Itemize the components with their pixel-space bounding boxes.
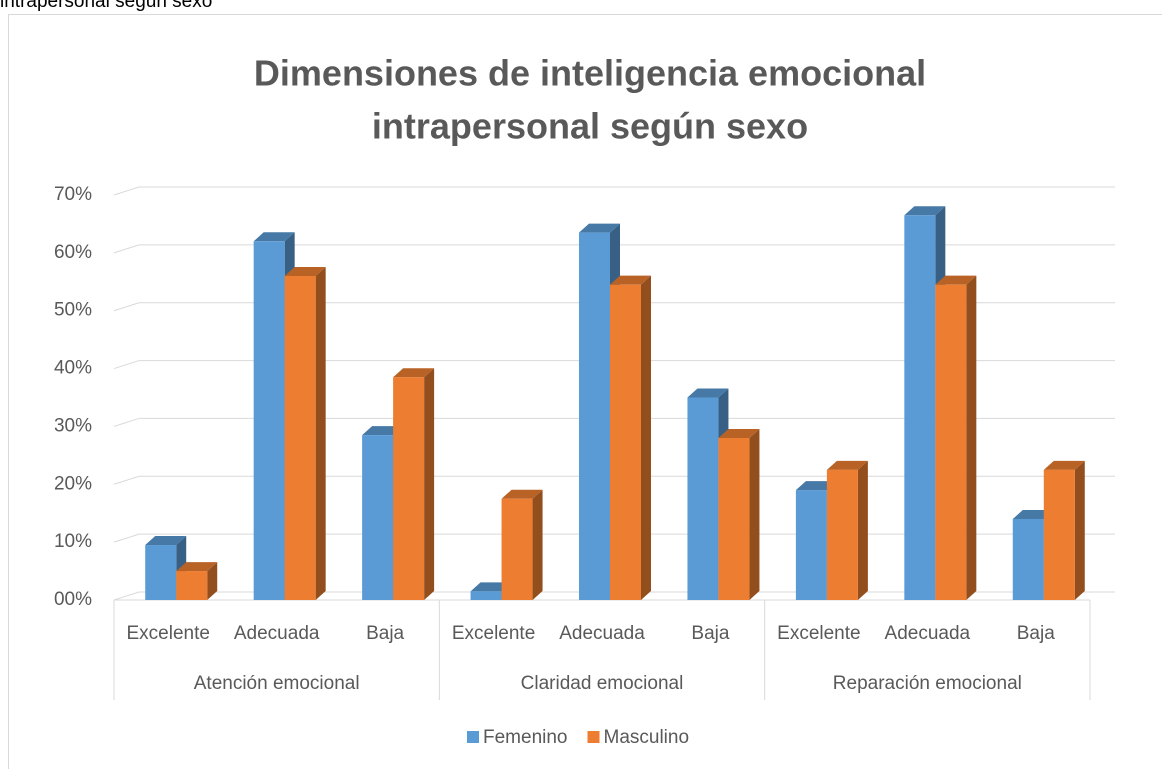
bar-face [1074, 460, 1085, 600]
bar [1043, 460, 1085, 600]
chart-title: intrapersonal según sexo [372, 106, 808, 147]
legend-label: Femenino [483, 727, 568, 748]
bar-face [795, 481, 837, 491]
bar-face [145, 545, 177, 600]
x-tick-label: Adecuada [885, 623, 971, 644]
bar-face [501, 498, 533, 600]
bar [826, 460, 868, 600]
chart-title: Dimensiones de inteligencia emocional [254, 53, 926, 94]
bar-face [284, 276, 316, 600]
bar [935, 275, 977, 600]
bar-face [749, 429, 760, 600]
group-label: Atención emocional [194, 673, 360, 694]
bar-face [579, 232, 610, 600]
x-tick-label: Baja [1017, 623, 1055, 644]
bar-face [501, 489, 543, 499]
grid-line [113, 244, 140, 254]
x-tick-label: Adecuada [234, 623, 320, 644]
bar-face [579, 223, 620, 233]
bar-face [795, 490, 827, 600]
bar [610, 275, 651, 600]
grid-line [113, 591, 140, 601]
bar-face [1012, 510, 1054, 519]
y-tick-label: 20% [54, 473, 92, 494]
bar-face [904, 206, 946, 216]
x-tick-label: Excelente [126, 623, 209, 644]
bar-face [362, 426, 404, 436]
group-label: Claridad emocional [521, 673, 684, 694]
bar-face [362, 435, 394, 600]
y-tick-label: 40% [54, 358, 92, 379]
bar-face [857, 460, 868, 600]
x-tick-label: Baja [366, 623, 404, 644]
bar-face [687, 397, 719, 600]
x-tick-label: Baja [691, 623, 729, 644]
y-tick-label: 30% [54, 415, 92, 436]
bar-face [1043, 469, 1075, 600]
bar [718, 429, 760, 600]
bar [501, 489, 543, 600]
bar-face [284, 267, 326, 276]
bar-face [610, 284, 641, 600]
bar-face [145, 536, 187, 546]
bar-face [718, 438, 750, 600]
bar-face [253, 232, 295, 242]
grid-line [113, 360, 140, 370]
bar-face [176, 562, 218, 572]
bar [284, 267, 326, 600]
grid-line [113, 186, 140, 196]
bar-face [393, 368, 435, 378]
bar-face [207, 562, 218, 600]
grid-line [113, 533, 140, 543]
bar [393, 368, 435, 600]
x-tick-label: Adecuada [559, 623, 645, 644]
bar [176, 562, 218, 600]
bar-face [424, 368, 435, 600]
bar-face [826, 460, 868, 470]
bar-face [935, 284, 967, 600]
bar-face [826, 469, 858, 600]
chart-frame [8, 14, 1162, 769]
legend-swatch [467, 731, 479, 743]
legend-swatch [587, 731, 600, 743]
bar-face [718, 429, 760, 438]
bar-face [641, 275, 651, 600]
bar-face [1012, 519, 1044, 600]
x-tick-label: Excelente [452, 623, 535, 644]
grid-line [113, 417, 140, 427]
y-tick-label: 60% [54, 242, 92, 263]
bar-face [176, 571, 208, 600]
grid-line [113, 475, 140, 485]
bar-face [687, 388, 729, 398]
caption: intrapersonal según sexo [0, 0, 212, 12]
bar-face [315, 267, 326, 600]
bar-face [1043, 460, 1085, 470]
y-tick-label: 50% [54, 300, 92, 321]
group-label: Reparación emocional [833, 673, 1022, 694]
grid-line [113, 302, 140, 312]
bar-face [470, 582, 512, 592]
bar-face [904, 215, 936, 600]
bar-face [532, 489, 543, 600]
bar-face [253, 241, 285, 601]
y-tick-label: 10% [54, 531, 92, 552]
bar-face [393, 377, 425, 600]
bar-face [470, 591, 502, 600]
x-tick-label: Excelente [777, 623, 860, 644]
y-tick-label: 70% [54, 184, 92, 205]
bar-face [935, 275, 977, 285]
bar-face [966, 275, 977, 600]
y-tick-label: 00% [54, 589, 92, 610]
bar-face [610, 275, 651, 285]
legend-label: Masculino [604, 727, 690, 748]
